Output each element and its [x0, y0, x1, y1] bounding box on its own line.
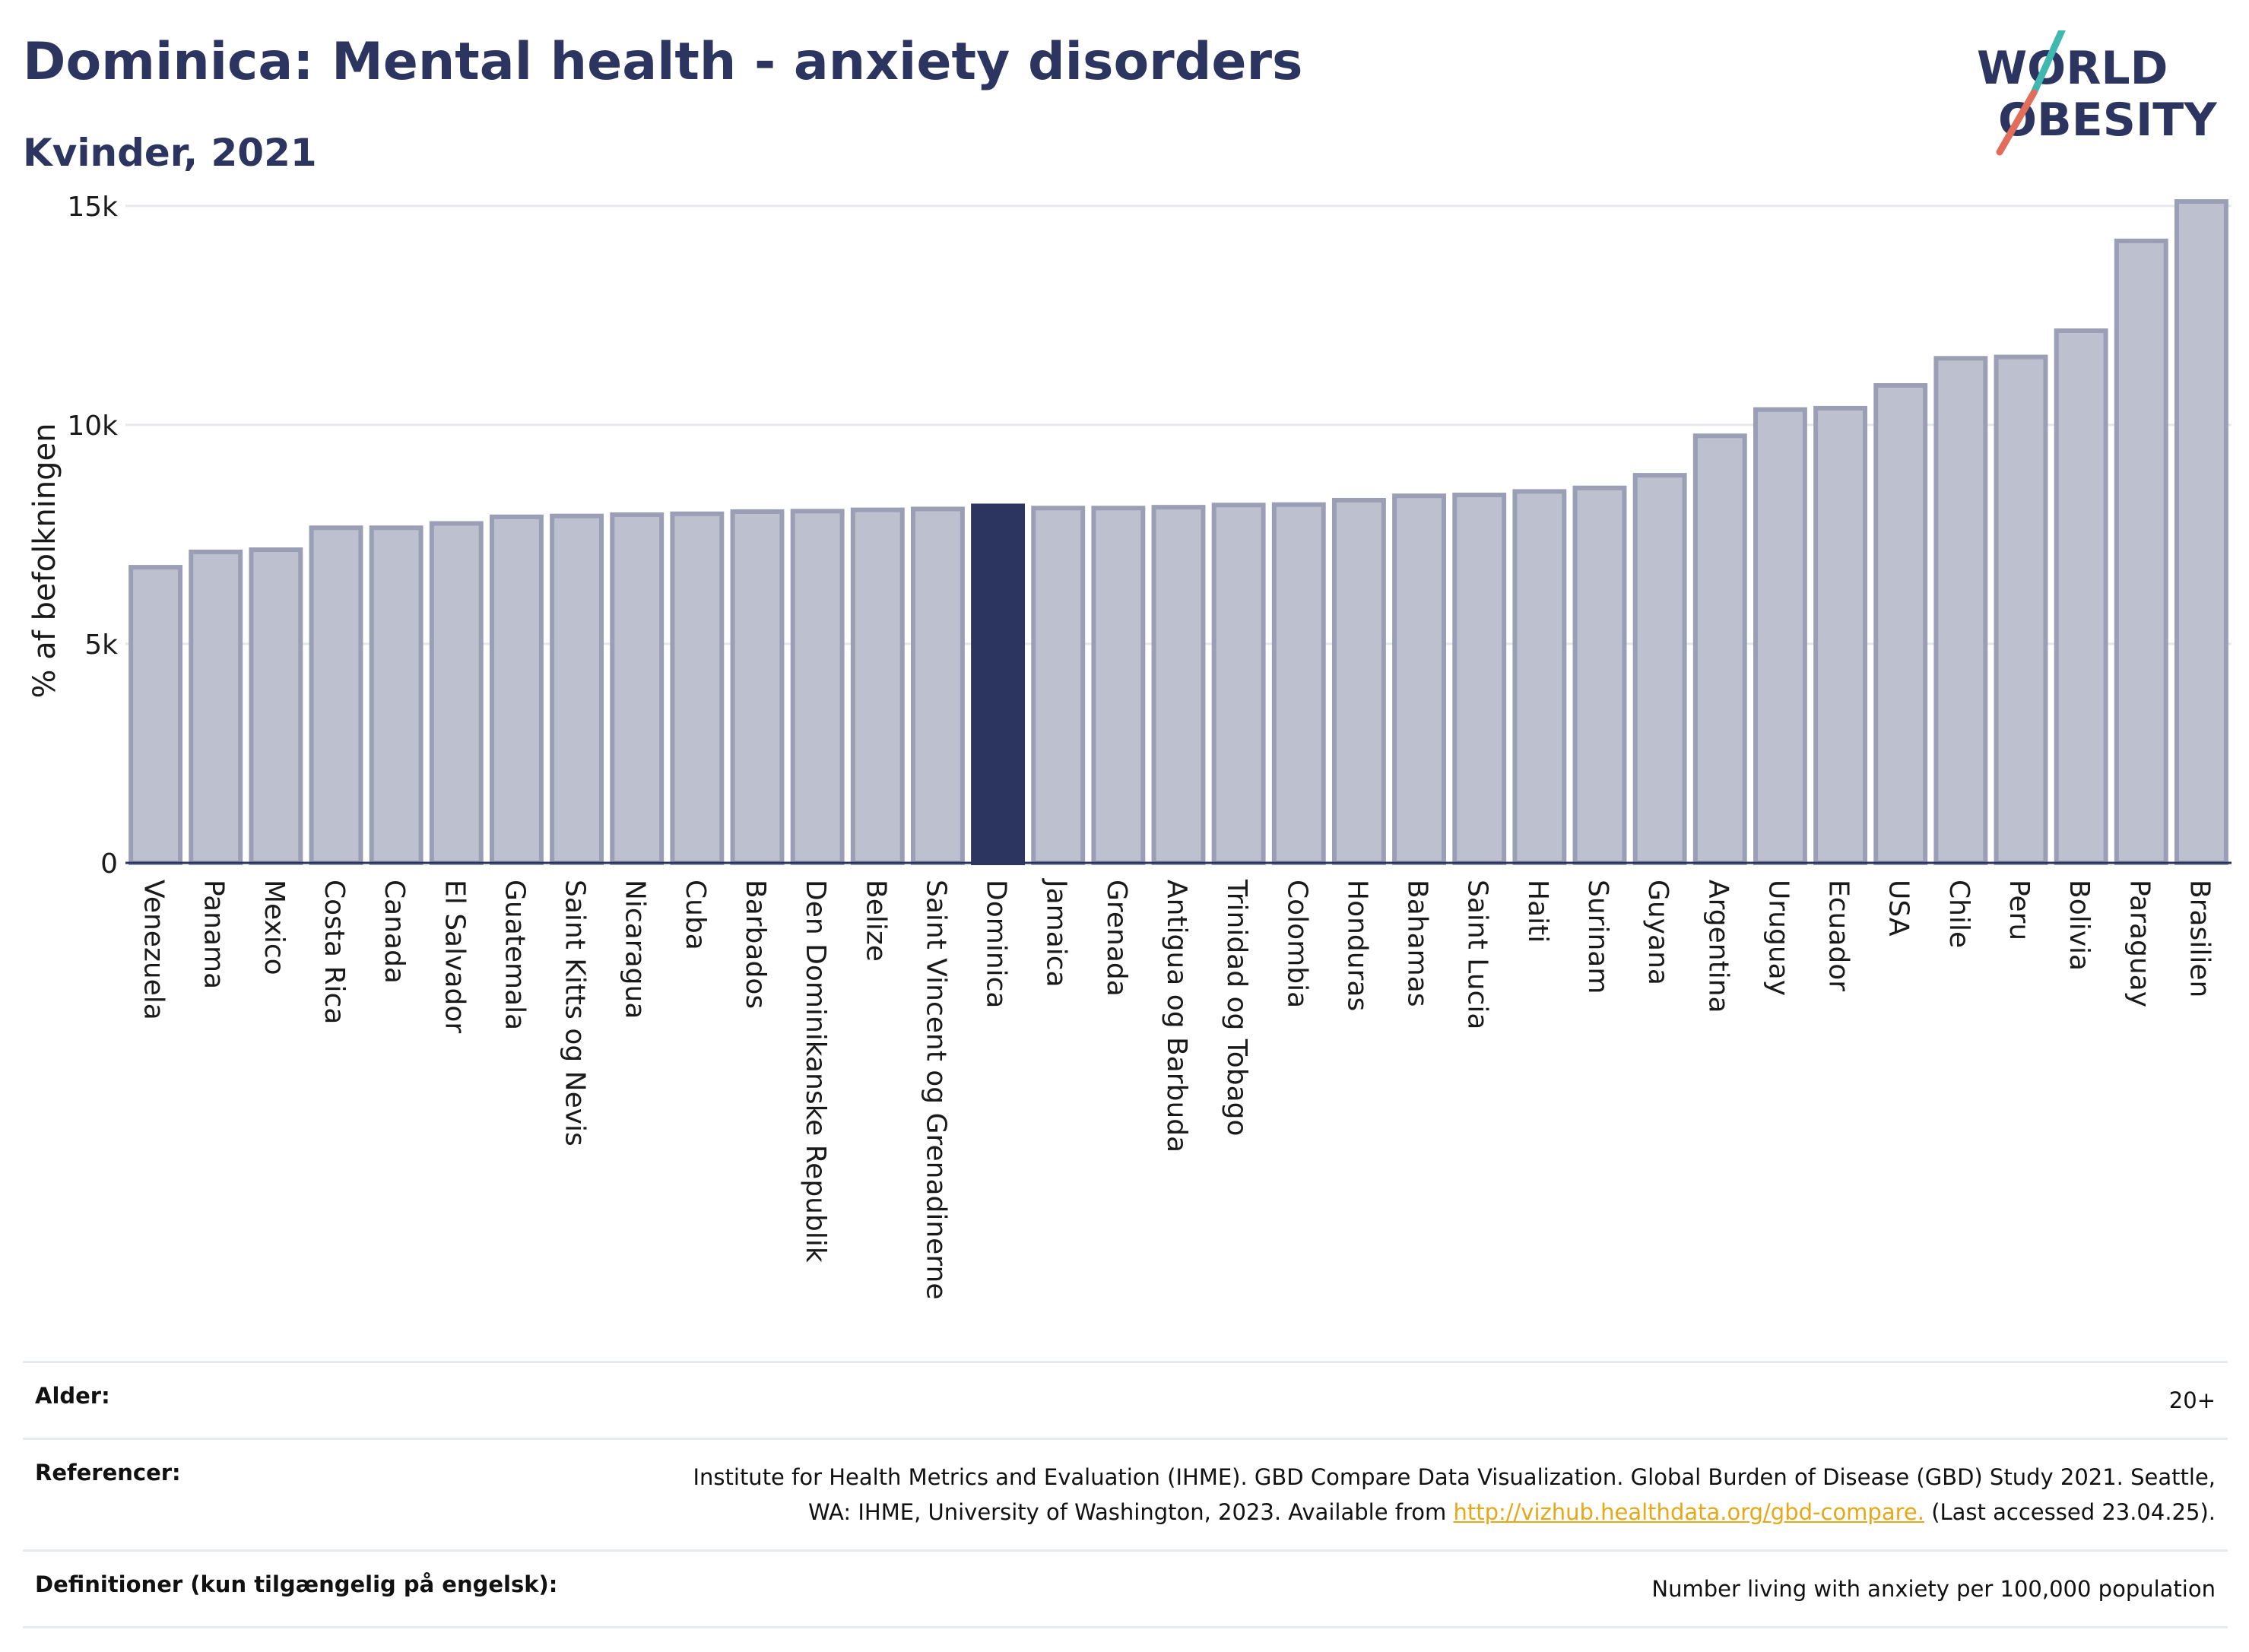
x-tick-label: Saint Kitts og Nevis: [560, 880, 591, 1146]
y-tick-label: 10k: [67, 411, 118, 442]
x-tick-label: Grenada: [1101, 880, 1132, 997]
bar-trinidad-og-tobago: [1211, 503, 1266, 865]
definitions-label: Definitioner (kun tilgængelig på engelsk…: [35, 1571, 558, 1597]
x-tick-label: Surinam: [1582, 880, 1613, 994]
bar-belize: [850, 507, 905, 865]
logo-slash-red: [1996, 89, 2038, 156]
age-label: Alder:: [35, 1383, 110, 1409]
footer-row-definitions: Definitioner (kun tilgængelig på engelsk…: [23, 1549, 2228, 1628]
bar-honduras: [1331, 497, 1386, 865]
x-tick-label: Uruguay: [1762, 880, 1794, 996]
x-tick-label: Peru: [2003, 880, 2035, 940]
bar-peru: [1994, 354, 2048, 865]
references-accessed: (Last accessed 23.04.25).: [1931, 1499, 2216, 1525]
references-label: Referencer:: [35, 1460, 181, 1486]
bar-argentina: [1692, 433, 1747, 865]
footer-row-references: Referencer: Institute for Health Metrics…: [23, 1438, 2228, 1549]
bar-usa: [1873, 382, 1928, 865]
x-tick-label: Colombia: [1281, 880, 1312, 1008]
bar-cuba: [670, 511, 725, 866]
x-tick-label: Den Dominikanske Republik: [800, 880, 831, 1263]
footer-table: Alder: 20+ Referencer: Institute for Hea…: [23, 1361, 2228, 1628]
logo-text-world: WORLD: [1977, 42, 2168, 95]
logo-slash-teal: [2030, 30, 2066, 97]
x-tick-label: Cuba: [680, 880, 711, 950]
x-tick-label: Brasilien: [2184, 880, 2215, 997]
bar-brasilien: [2174, 199, 2228, 865]
x-tick-label: Costa Rica: [319, 880, 350, 1024]
x-tick-label: Bahamas: [1402, 880, 1433, 1007]
x-tick-labels: Venezuela Panama Mexico Costa Rica Canada El …: [138, 878, 2216, 1299]
y-tick-label: 5k: [84, 629, 118, 661]
bar-den-dominikanske-republik: [790, 509, 845, 865]
references-value: Institute for Health Metrics and Evaluat…: [657, 1460, 2216, 1530]
chart-title: Dominica: Mental health - anxiety disord…: [23, 32, 1303, 92]
y-tick-label: 15k: [67, 192, 118, 223]
bar-el-salvador: [429, 521, 484, 865]
bar-antigua-og-barbuda: [1151, 505, 1206, 865]
bar-guyana: [1632, 473, 1687, 865]
bar-haiti: [1512, 489, 1567, 865]
bar-paraguay: [2114, 238, 2168, 865]
bar-canada: [369, 525, 423, 865]
references-link[interactable]: http://vizhub.healthdata.org/gbd-compare…: [1453, 1499, 1924, 1525]
x-tick-label: El Salvador: [439, 880, 470, 1033]
bar-barbados: [730, 509, 785, 865]
x-tick-label: Argentina: [1702, 880, 1734, 1013]
bar-saint-kitts-og-nevis: [550, 513, 604, 865]
x-tick-label: Canada: [379, 880, 410, 984]
footer-row-age: Alder: 20+: [23, 1361, 2228, 1438]
x-tick-label: Dominica: [981, 880, 1012, 1009]
chart-subtitle: Kvinder, 2021: [23, 131, 317, 175]
x-tick-label: Saint Vincent og Grenadinerne: [920, 880, 951, 1299]
bar-bahamas: [1392, 493, 1447, 865]
x-tick-label: Jamaica: [1041, 878, 1072, 988]
x-tick-label: Belize: [860, 880, 891, 962]
x-tick-label: Mexico: [259, 880, 290, 975]
x-tick-label: Venezuela: [138, 880, 170, 1020]
bar-surinam: [1572, 485, 1627, 865]
bar-chile: [1933, 356, 1988, 865]
x-tick-label: Guatemala: [499, 880, 530, 1030]
x-tick-label: Antigua og Barbuda: [1161, 880, 1192, 1153]
bar-uruguay: [1753, 407, 1807, 865]
x-tick-label: Chile: [1943, 880, 1975, 948]
x-tick-label: Trinidad og Tobago: [1221, 879, 1252, 1137]
bar-costa-rica: [309, 525, 363, 865]
x-tick-label: Nicaragua: [620, 880, 651, 1019]
bars: [128, 199, 2228, 866]
bar-dominica: [971, 503, 1026, 865]
x-tick-label: Bolivia: [2063, 880, 2095, 971]
bar-grenada: [1091, 506, 1146, 865]
x-tick-label: Saint Lucia: [1462, 880, 1493, 1029]
bar-jamaica: [1031, 506, 1086, 865]
bar-panama: [189, 549, 243, 865]
y-tick-labels: 0 5k 10k 15k: [67, 192, 118, 880]
x-tick-label: Honduras: [1341, 880, 1372, 1011]
references-text: Institute for Health Metrics and Evaluat…: [693, 1464, 2216, 1525]
x-tick-label: Haiti: [1522, 880, 1553, 943]
bar-mexico: [249, 547, 303, 865]
x-tick-label: USA: [1883, 880, 1914, 937]
logo-text-obesity: OBESITY: [1998, 94, 2218, 147]
x-tick-label: Panama: [198, 880, 230, 989]
x-tick-label: Paraguay: [2124, 880, 2155, 1007]
definitions-value: Number living with anxiety per 100,000 p…: [1651, 1576, 2216, 1602]
x-tick-label: Ecuador: [1823, 880, 1854, 991]
x-tick-label: Guyana: [1642, 880, 1673, 985]
bar-nicaragua: [610, 512, 665, 865]
bar-saint-vincent-og-grenadinerne: [910, 506, 965, 866]
y-axis-label: % af befolkningen: [27, 423, 62, 698]
bar-ecuador: [1813, 405, 1868, 865]
bar-saint-lucia: [1452, 493, 1507, 865]
bar-guatemala: [489, 514, 544, 865]
bar-colombia: [1271, 502, 1326, 865]
bar-chart: 0 5k 10k 15k Venezuela Panama Mexico Costa Ric…: [27, 192, 2232, 1299]
y-tick-label: 0: [100, 848, 118, 880]
world-obesity-logo: WORLD OBESITY: [1977, 30, 2218, 156]
age-value: 20+: [2168, 1387, 2216, 1413]
x-tick-label: Barbados: [740, 880, 771, 1009]
bar-bolivia: [2054, 328, 2108, 866]
bar-venezuela: [128, 565, 183, 865]
